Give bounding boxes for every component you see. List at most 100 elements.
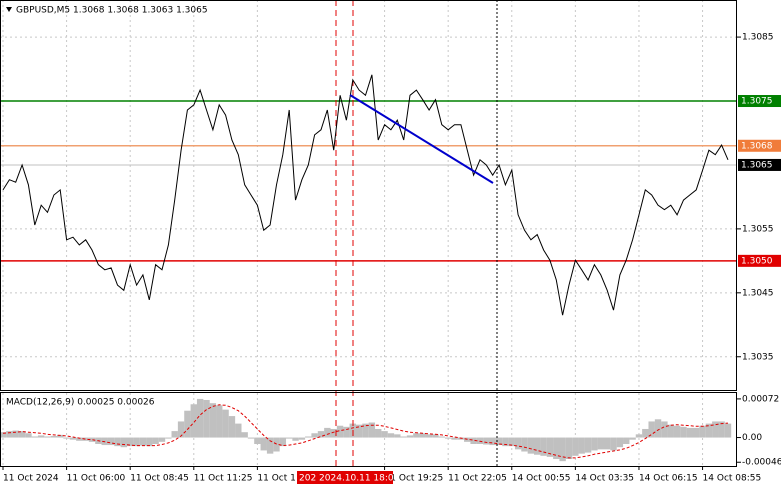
macd-bar xyxy=(362,423,369,438)
macd-bar xyxy=(196,398,204,438)
macd-bar xyxy=(724,423,732,438)
macd-bar xyxy=(355,424,363,438)
macd-bar xyxy=(88,437,96,442)
y-tick-label: 1.3085 xyxy=(742,33,774,43)
macd-bar xyxy=(565,437,573,460)
macd-bar xyxy=(483,437,490,445)
macd-bar xyxy=(699,425,706,438)
macd-bar xyxy=(578,437,585,454)
macd-bar xyxy=(540,437,547,456)
macd-bar xyxy=(623,437,630,444)
macd-bar xyxy=(597,437,605,450)
x-tick-label: 14 Oct 08:55 xyxy=(703,474,762,484)
macd-bar xyxy=(266,437,274,454)
macd-bar xyxy=(330,428,337,438)
macd-bar xyxy=(336,425,344,438)
macd-bar xyxy=(273,437,280,452)
macd-bar xyxy=(603,437,611,450)
macd-bar xyxy=(317,431,325,438)
macd-bar xyxy=(712,421,719,438)
macd-bar xyxy=(514,437,522,450)
macd-title: MACD(12,26,9) 0.00025 0.00026 xyxy=(6,398,155,408)
macd-bar xyxy=(693,427,700,438)
macd-bar xyxy=(63,437,70,439)
macd-bar xyxy=(413,433,420,438)
macd-bar xyxy=(235,423,242,438)
macd-bar xyxy=(311,433,318,438)
macd-bar xyxy=(438,436,446,438)
macd-bar xyxy=(400,436,407,438)
macd-bar xyxy=(667,424,674,438)
level-label: 1.3050 xyxy=(741,256,773,266)
macd-bar xyxy=(222,409,229,438)
macd-bar xyxy=(146,437,153,447)
level-label: 1.3075 xyxy=(741,97,773,107)
time-label: 202 2024.10.11 18:00 xyxy=(299,474,400,484)
macd-bar xyxy=(31,436,38,438)
macd-bar xyxy=(534,437,541,455)
y-tick-label: 1.3055 xyxy=(742,224,774,234)
macd-bar xyxy=(368,422,376,438)
level-label-bg xyxy=(738,254,781,267)
x-tick-label: 14 Oct 00:55 xyxy=(512,474,571,484)
x-tick-label: 14 Oct 03:35 xyxy=(575,474,634,484)
macd-bar xyxy=(190,404,197,438)
macd-bar xyxy=(425,434,433,438)
macd-bar xyxy=(37,435,45,438)
macd-bar xyxy=(126,437,134,447)
x-tick-label: 11 Oct 11:25 xyxy=(194,474,253,484)
macd-bar xyxy=(610,437,617,451)
macd-bar xyxy=(673,425,681,438)
macd-bar xyxy=(489,437,496,446)
macd-bar xyxy=(495,437,503,446)
x-tick-label: 14 Oct 06:15 xyxy=(639,474,698,484)
macd-bar xyxy=(718,421,725,438)
macd-bar xyxy=(387,433,395,438)
macd-bar xyxy=(260,437,267,451)
macd-bar xyxy=(25,433,32,438)
macd-bar xyxy=(107,437,115,446)
macd-bar xyxy=(120,437,128,448)
y-tick-label: 0.00072 xyxy=(742,394,779,404)
macd-bar xyxy=(165,437,172,439)
macd-bar xyxy=(216,405,223,438)
macd-bar xyxy=(648,421,655,438)
macd-bar xyxy=(114,437,121,447)
macd-panel-frame xyxy=(0,392,737,467)
macd-bar xyxy=(247,437,255,439)
macd-bar xyxy=(546,437,554,457)
y-tick-label: 1.3045 xyxy=(742,288,774,298)
level-label: 1.3068 xyxy=(741,141,773,151)
level-label-bg xyxy=(738,139,781,152)
macd-bar xyxy=(0,432,7,438)
macd-bar xyxy=(285,437,293,439)
macd-bar xyxy=(228,416,236,438)
macd-bar xyxy=(152,437,159,444)
x-tick-label: 11 Oct 19:25 xyxy=(385,474,444,484)
macd-bar xyxy=(686,427,694,438)
macd-bar xyxy=(44,436,51,438)
macd-bar xyxy=(177,421,185,438)
trend-line xyxy=(349,94,494,184)
x-tick-label: 11 Oct 08:45 xyxy=(130,474,189,484)
macd-bar xyxy=(470,437,477,444)
macd-bar xyxy=(432,434,439,438)
macd-signal xyxy=(2,404,729,459)
macd-bar xyxy=(82,437,89,441)
macd-bar xyxy=(394,434,401,438)
level-label-bg xyxy=(738,95,781,108)
x-tick-label: 11 Oct 2024 xyxy=(3,474,59,484)
level-label: 1.3065 xyxy=(741,160,773,170)
macd-bar xyxy=(642,428,649,438)
macd-bar xyxy=(680,426,687,438)
macd-bar xyxy=(292,437,299,441)
macd-bar xyxy=(203,399,210,438)
macd-bar xyxy=(381,431,388,438)
macd-bar xyxy=(12,430,19,438)
macd-bar xyxy=(18,431,26,438)
macd-bar xyxy=(133,437,140,447)
macd-bar xyxy=(553,437,560,460)
macd-bar xyxy=(279,437,287,447)
macd-bar xyxy=(476,437,484,444)
